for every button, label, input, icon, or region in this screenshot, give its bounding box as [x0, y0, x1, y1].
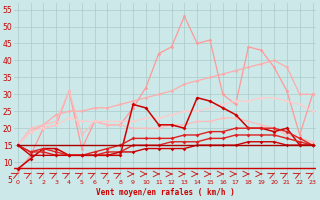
X-axis label: Vent moyen/en rafales ( km/h ): Vent moyen/en rafales ( km/h ) [96, 188, 235, 197]
